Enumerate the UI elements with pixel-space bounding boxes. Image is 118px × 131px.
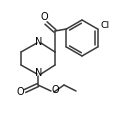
Text: O: O (40, 12, 48, 22)
Text: O: O (51, 85, 59, 95)
Text: N: N (35, 37, 43, 47)
Text: O: O (16, 87, 24, 97)
Text: N: N (35, 68, 43, 78)
Text: Cl: Cl (100, 21, 109, 31)
